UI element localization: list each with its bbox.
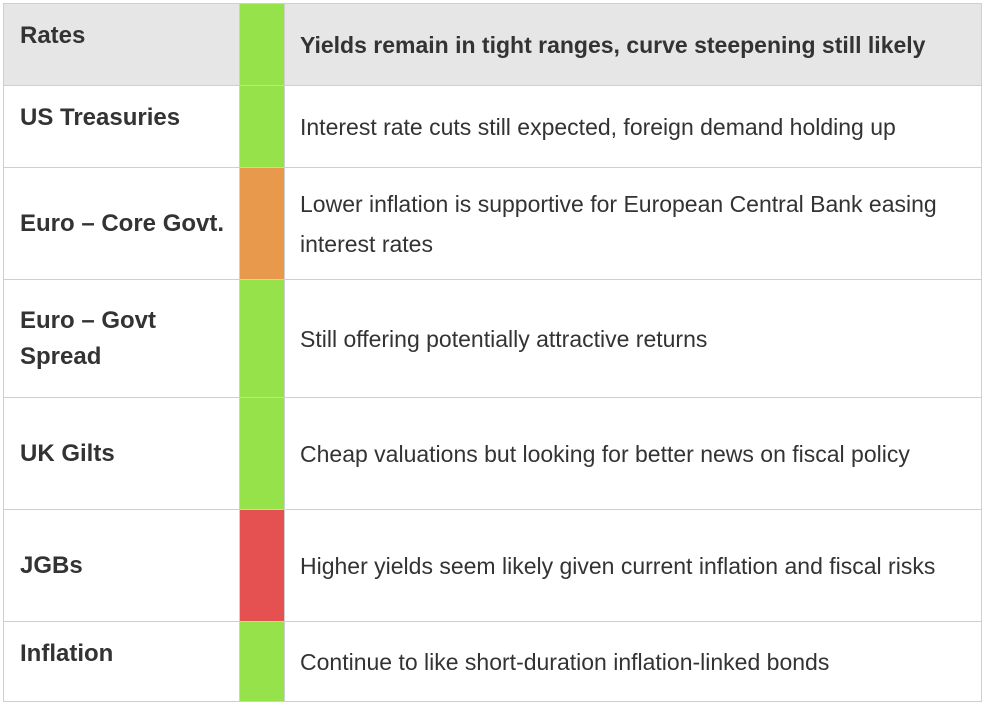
asset-name: US Treasuries <box>3 85 240 168</box>
signal-indicator <box>239 621 285 702</box>
asset-comment: Cheap valuations but looking for better … <box>284 397 982 510</box>
asset-comment: Higher yields seem likely given current … <box>284 509 982 622</box>
asset-comment: Still offering potentially attractive re… <box>284 279 982 398</box>
table-row: UK Gilts Cheap valuations but looking fo… <box>3 397 982 510</box>
asset-comment: Interest rate cuts still expected, forei… <box>284 85 982 168</box>
table-header-row: Rates Yields remain in tight ranges, cur… <box>3 3 982 86</box>
table-row: US Treasuries Interest rate cuts still e… <box>3 85 982 168</box>
asset-name: Inflation <box>3 621 240 702</box>
asset-comment: Continue to like short-duration inflatio… <box>284 621 982 702</box>
table-row: JGBs Higher yields seem likely given cur… <box>3 509 982 622</box>
signal-indicator <box>239 167 285 280</box>
asset-name: Euro – Core Govt. <box>3 167 240 280</box>
table-row: Euro – Core Govt. Lower inflation is sup… <box>3 167 982 280</box>
header-signal-indicator <box>239 3 285 86</box>
rates-outlook-table: Rates Yields remain in tight ranges, cur… <box>3 3 982 702</box>
asset-name: UK Gilts <box>3 397 240 510</box>
asset-name: JGBs <box>3 509 240 622</box>
signal-indicator <box>239 279 285 398</box>
asset-name: Euro – Govt Spread <box>3 279 240 398</box>
asset-comment: Lower inflation is supportive for Europe… <box>284 167 982 280</box>
table-row: Inflation Continue to like short-duratio… <box>3 621 982 702</box>
signal-indicator <box>239 397 285 510</box>
signal-indicator <box>239 85 285 168</box>
header-comment: Yields remain in tight ranges, curve ste… <box>284 3 982 86</box>
signal-indicator <box>239 509 285 622</box>
header-asset-class: Rates <box>3 3 240 86</box>
table-row: Euro – Govt Spread Still offering potent… <box>3 279 982 398</box>
